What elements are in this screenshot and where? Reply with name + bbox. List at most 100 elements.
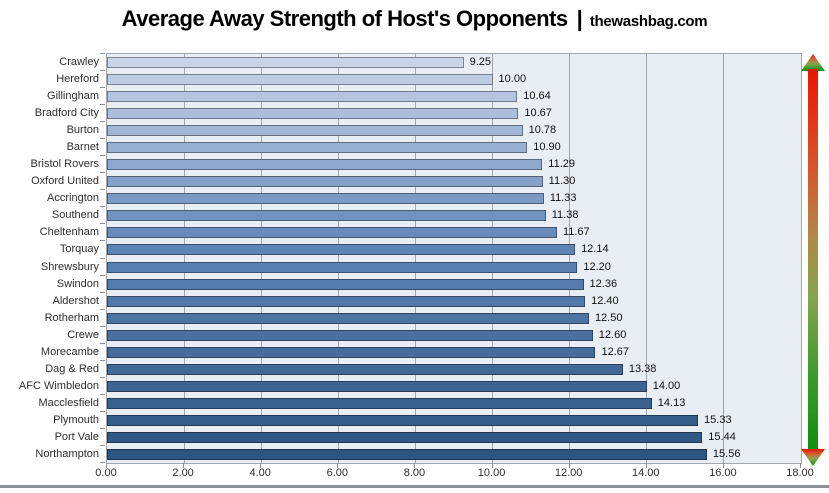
bar-row: 12.60 — [107, 327, 801, 344]
category-tick — [100, 240, 105, 242]
bar — [107, 108, 519, 120]
category-tick — [100, 172, 105, 174]
bar — [107, 380, 647, 392]
x-axis-label: 8.00 — [403, 467, 426, 479]
bar-row: 11.33 — [107, 190, 801, 207]
chart-title: Average Away Strength of Host's Opponent… — [0, 6, 829, 32]
bar-row: 11.67 — [107, 224, 801, 241]
bar — [107, 312, 589, 324]
x-axis-tick — [183, 463, 185, 468]
category-tick — [100, 308, 105, 310]
category-tick — [100, 121, 105, 123]
category-tick — [100, 53, 105, 54]
gridline — [337, 54, 339, 463]
bar — [107, 363, 623, 375]
x-axis-tick — [491, 463, 493, 468]
category-tick — [100, 70, 105, 72]
value-label: 15.33 — [704, 413, 732, 426]
team-label: Crawley — [59, 56, 99, 68]
bar — [107, 91, 518, 103]
bar — [107, 448, 707, 460]
team-label: Swindon — [56, 277, 99, 290]
y-axis-category-labels: Crawley Hereford Gillingham Bradford City Bu… — [0, 54, 99, 463]
bar-row: 12.20 — [107, 259, 801, 276]
x-axis-label: 14.00 — [632, 467, 660, 479]
gridline — [414, 54, 416, 463]
arrow-shaft — [808, 69, 818, 451]
value-label: 14.13 — [657, 396, 686, 409]
value-label: 11.38 — [551, 209, 579, 222]
team-label: Bradford City — [34, 107, 99, 120]
category-tick — [100, 393, 105, 395]
bar-row: 10.67 — [107, 105, 801, 122]
x-axis-label: 10.00 — [477, 467, 506, 479]
bar-row: 11.30 — [107, 173, 801, 190]
bar-row: 14.00 — [107, 378, 801, 395]
team-label: Rotherham — [44, 311, 99, 324]
bar — [107, 329, 593, 341]
bar-row: 10.90 — [107, 139, 801, 156]
bar — [107, 57, 464, 69]
bar — [107, 159, 543, 171]
value-label: 10.90 — [533, 141, 561, 154]
value-label: 14.00 — [652, 379, 681, 392]
gridline — [723, 54, 725, 463]
team-label: Southend — [51, 209, 99, 222]
value-label: 9.25 — [469, 56, 492, 68]
x-axis-tick — [800, 463, 801, 468]
value-label: 10.67 — [524, 107, 552, 120]
chart-title-site: thewashbag.com — [589, 13, 708, 30]
x-axis-label: 6.00 — [326, 467, 349, 479]
value-label: 10.64 — [523, 90, 551, 103]
team-label: Northampton — [35, 447, 99, 460]
bar-row: 11.29 — [107, 156, 801, 173]
team-label: Gillingham — [47, 90, 99, 103]
bar — [107, 414, 699, 426]
bar-row: 15.33 — [107, 412, 801, 429]
bar-row: 14.13 — [107, 395, 801, 412]
arrow-head-up — [801, 54, 825, 71]
bar-row: 10.00 — [107, 71, 801, 88]
bar — [107, 397, 652, 409]
x-axis-tick — [645, 463, 647, 468]
value-label: 11.29 — [548, 158, 575, 171]
category-tick — [100, 155, 105, 157]
strength-gradient-arrow — [801, 54, 825, 466]
category-tick — [100, 189, 105, 191]
x-axis-label: 16.00 — [709, 467, 737, 479]
bar-row: 12.67 — [107, 344, 801, 361]
bar — [107, 244, 576, 256]
value-label: 12.36 — [589, 277, 618, 290]
bar — [107, 193, 544, 205]
category-tick — [100, 410, 105, 412]
category-tick — [100, 138, 105, 140]
gridline — [569, 54, 571, 463]
team-label: Oxford United — [31, 175, 99, 188]
x-axis-tick — [414, 463, 416, 468]
value-label: 11.67 — [562, 226, 590, 239]
bar — [107, 346, 596, 358]
team-label: Hereford — [56, 73, 99, 86]
bar — [107, 125, 523, 137]
team-label: Morecambe — [40, 345, 99, 358]
team-label: Barnet — [66, 141, 99, 154]
team-label: Cheltenham — [39, 226, 99, 239]
category-tick — [100, 87, 105, 89]
bar-row: 13.38 — [107, 361, 801, 378]
bar — [107, 74, 493, 86]
bar — [107, 176, 543, 188]
team-label: Burton — [66, 124, 99, 137]
team-label: Shrewsbury — [40, 260, 99, 273]
value-label: 13.38 — [628, 362, 657, 375]
x-axis-tick — [568, 463, 570, 468]
bar-row: 9.25 — [107, 54, 801, 71]
bar-row: 11.38 — [107, 207, 801, 224]
value-label: 11.33 — [549, 192, 577, 205]
value-label: 12.40 — [591, 294, 619, 307]
category-tick — [100, 206, 105, 208]
gridline — [492, 54, 494, 463]
bar — [107, 261, 578, 273]
bar — [107, 278, 584, 290]
bar — [107, 210, 546, 222]
bar-row: 12.14 — [107, 241, 801, 258]
